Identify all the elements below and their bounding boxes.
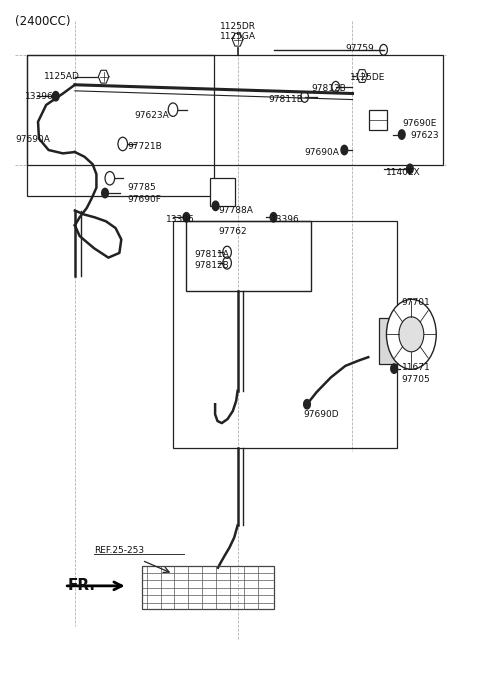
Circle shape	[341, 146, 348, 155]
Circle shape	[304, 400, 311, 409]
Bar	[379, 318, 422, 364]
Text: 1140EX: 1140EX	[386, 168, 420, 177]
Text: 97690A: 97690A	[15, 135, 50, 144]
Text: 97785: 97785	[128, 183, 156, 192]
Circle shape	[399, 317, 424, 352]
Text: 97623A: 97623A	[135, 111, 169, 119]
Polygon shape	[232, 33, 243, 46]
Text: 97690A: 97690A	[305, 148, 339, 156]
Circle shape	[398, 130, 405, 140]
Text: 97623: 97623	[410, 131, 439, 140]
Text: FR.: FR.	[68, 578, 96, 593]
Circle shape	[270, 212, 277, 222]
Polygon shape	[357, 69, 367, 82]
Bar	[142, 565, 274, 609]
Bar	[27, 55, 214, 195]
Text: 97705: 97705	[402, 375, 431, 384]
Circle shape	[212, 201, 219, 210]
Circle shape	[102, 188, 108, 197]
Text: 97812B: 97812B	[312, 84, 347, 93]
Bar	[369, 110, 387, 130]
Polygon shape	[98, 70, 109, 83]
Text: 97690E: 97690E	[403, 119, 437, 128]
Text: 97721B: 97721B	[128, 142, 162, 151]
Text: 97788A: 97788A	[218, 206, 253, 215]
Text: 97759: 97759	[345, 44, 374, 53]
Text: 1125DR: 1125DR	[220, 22, 256, 31]
Circle shape	[183, 212, 190, 222]
Text: 97690D: 97690D	[304, 410, 339, 419]
Bar	[27, 55, 444, 166]
Text: 97812B: 97812B	[194, 262, 229, 270]
Text: 1125AD: 1125AD	[44, 72, 80, 81]
Text: 1125DE: 1125DE	[350, 73, 385, 82]
Circle shape	[407, 164, 413, 174]
Text: (2400CC): (2400CC)	[15, 16, 71, 28]
Bar	[186, 220, 311, 291]
Text: REF.25-253: REF.25-253	[94, 547, 144, 555]
Text: 13396: 13396	[166, 215, 194, 224]
Circle shape	[391, 364, 397, 373]
Text: 97690F: 97690F	[128, 195, 161, 204]
Text: 97701: 97701	[402, 297, 431, 307]
Text: 97811B: 97811B	[269, 95, 303, 104]
Circle shape	[52, 92, 59, 101]
Bar	[210, 177, 235, 206]
Text: 13396: 13396	[271, 215, 300, 224]
Text: 13396: 13396	[24, 92, 53, 101]
Text: 11671: 11671	[402, 363, 431, 373]
Text: 97762: 97762	[218, 227, 247, 236]
Bar	[173, 220, 397, 448]
Text: 97811A: 97811A	[194, 251, 229, 259]
Text: 1125GA: 1125GA	[220, 32, 256, 41]
Circle shape	[386, 299, 436, 369]
